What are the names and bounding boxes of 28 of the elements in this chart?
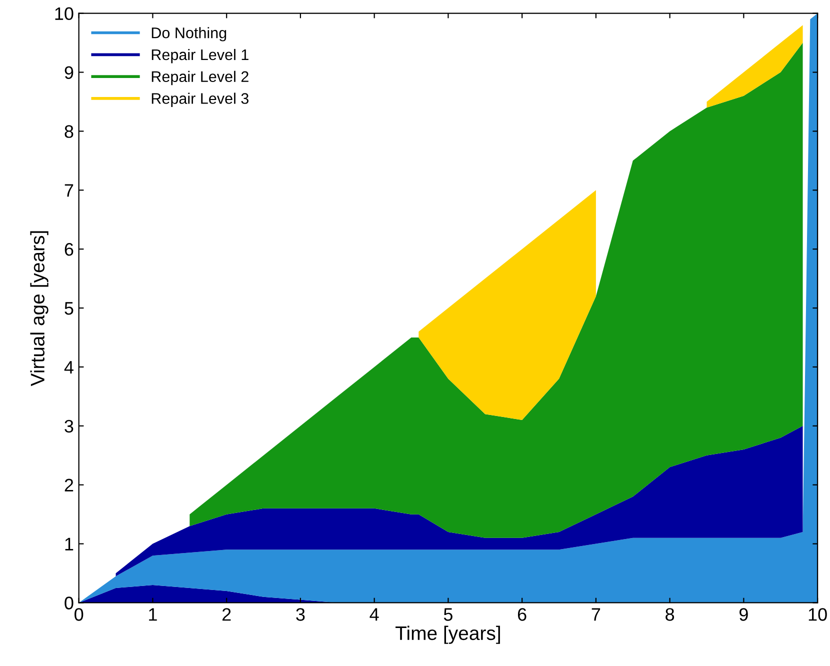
x-tick-label: 3: [296, 608, 305, 621]
y-tick-label: 9: [64, 66, 74, 79]
x-tick-label: 7: [592, 608, 600, 621]
x-tick-label: 10: [808, 608, 827, 621]
x-tick-label: 5: [444, 608, 452, 621]
y-tick-label: 1: [65, 538, 74, 550]
y-tick-label: 4: [64, 361, 74, 374]
x-tick-label: 6: [518, 608, 526, 621]
legend-label: Repair Level 3: [152, 92, 248, 107]
x-tick-label: 1: [149, 608, 157, 621]
y-tick-label: 6: [64, 243, 74, 256]
y-tick-label: 0: [64, 596, 74, 610]
x-tick-label: 8: [666, 608, 674, 621]
legend-label: Do Nothing: [152, 27, 226, 42]
y-tick-label: 7: [64, 184, 74, 197]
y-tick-label: 3: [64, 420, 74, 433]
x-tick-label: 4: [370, 608, 379, 621]
y-tick-label: 8: [64, 125, 74, 138]
x-tick-label: 2: [222, 608, 231, 621]
legend-label: Repair Level 1: [152, 48, 248, 64]
x-tick-label: 0: [74, 608, 84, 621]
legend-label: Repair Level 2: [152, 70, 248, 86]
y-tick-label: 10: [55, 7, 74, 20]
x-tick-label: 9: [740, 608, 748, 621]
y-tick-label: 5: [64, 302, 74, 315]
y-axis-title: Virtual age [years]: [30, 231, 48, 386]
x-axis-title: Time [years]: [396, 626, 500, 644]
y-tick-label: 2: [64, 478, 74, 492]
